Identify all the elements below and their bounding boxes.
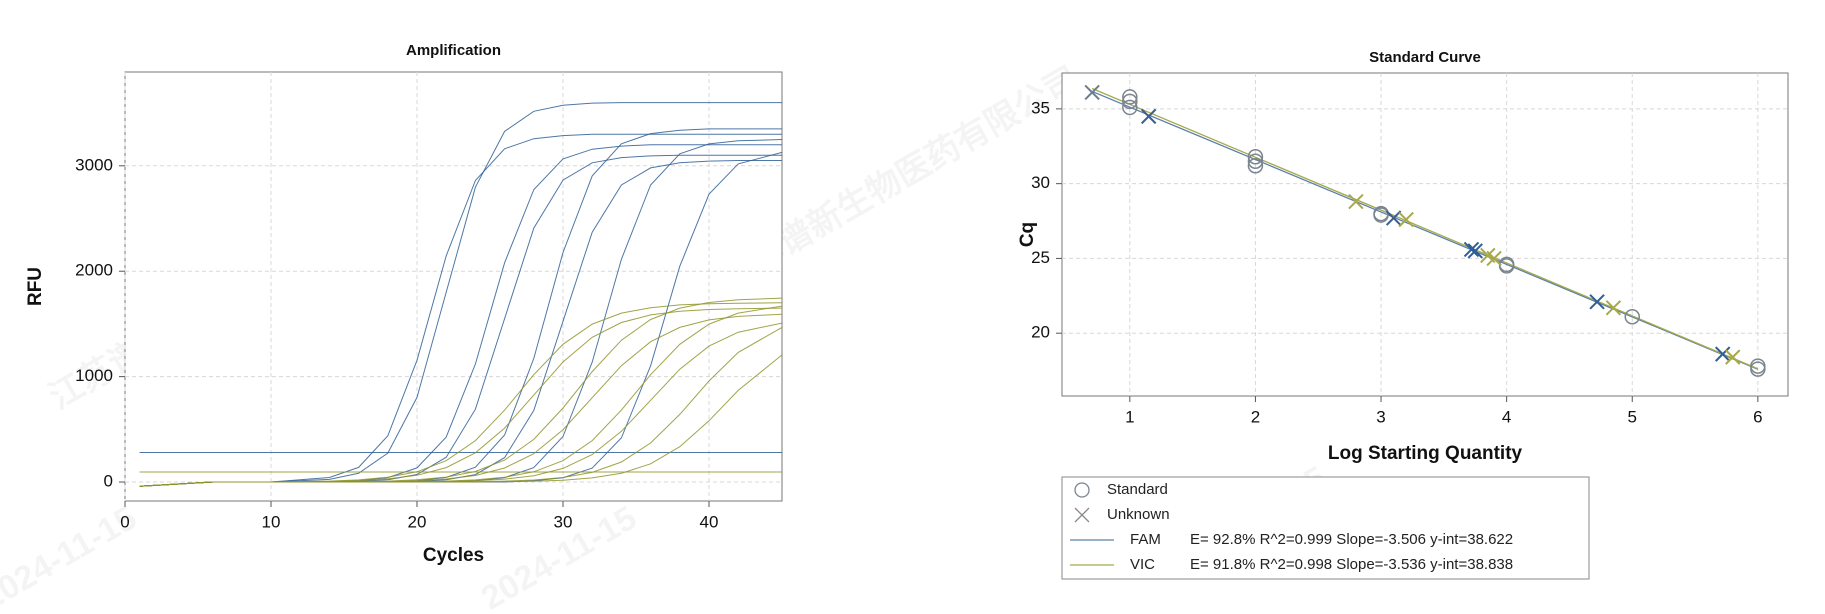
plot-frame [124,71,783,502]
x-tick-label: 4 [1502,407,1511,426]
legend-label: Unknown [1107,506,1170,523]
x-axis-title: Cycles [423,545,484,566]
y-tick-label: 1000 [75,366,113,385]
unknown-point [1725,349,1741,365]
legend-box [1061,476,1590,580]
standard-point [1750,361,1766,377]
y-tick-label: 0 [104,472,113,491]
standard-point [1498,258,1515,274]
standard-point [1624,308,1640,325]
legend-icon [1074,507,1090,523]
x-tick-label: 40 [700,512,719,531]
unknown-point [1714,346,1731,362]
y-tick-label: 30 [1031,173,1050,192]
unknown-point [1467,243,1483,259]
x-tick-label: 20 [408,512,427,531]
standard-point [1247,153,1264,169]
y-axis-title: RFU [25,267,46,306]
x-tick-label: 30 [554,512,573,531]
unknown-point [1385,210,1402,226]
plot-area [139,102,782,487]
y-tick-label: 2000 [75,261,113,280]
standard-point [1373,207,1389,223]
standard-point [1247,148,1264,165]
x-tick-label: 10 [262,512,281,531]
unknown-point [1463,241,1480,258]
amplification-curve [139,307,782,487]
y-axis-title: Cq [1017,222,1038,247]
unknown-point [1348,193,1364,210]
standard-point [1247,157,1264,174]
x-tick-label: 2 [1251,407,1260,426]
x-tick-label: 0 [120,512,129,531]
amplification-curve [139,102,782,487]
legend-label: Standard [1107,481,1168,498]
legend-fit-stats: E= 92.8% R^2=0.999 Slope=-3.506 y-int=38… [1190,531,1513,548]
y-tick-label: 35 [1031,98,1050,117]
amplification-curve [139,354,782,487]
fit-line [1091,87,1759,370]
x-axis-title: Log Starting Quantity [1328,443,1523,464]
standard-point [1122,89,1138,105]
unknown-point [1480,247,1496,264]
legend-label: FAM [1130,531,1161,548]
amplification-curve [139,133,782,487]
chart-title: Standard Curve [1369,49,1481,66]
y-tick-label: 25 [1031,248,1050,267]
x-tick-label: 6 [1753,407,1762,426]
unknown-point [1398,211,1414,228]
unknown-point [1140,108,1157,125]
y-tick-label: 20 [1031,323,1050,342]
x-tick-label: 3 [1376,407,1385,426]
standard-point [1122,93,1138,110]
plot-area [1084,84,1766,377]
unknown-point [1589,294,1605,310]
x-tick-label: 5 [1628,407,1637,426]
legend-fit-stats: E= 91.8% R^2=0.998 Slope=-3.536 y-int=38… [1190,556,1513,573]
fit-line [1091,90,1759,370]
y-tick-label: 3000 [75,155,113,174]
unknown-point [1605,300,1622,316]
standard-point [1122,99,1138,116]
legend-label: VIC [1130,556,1155,573]
x-tick-label: 1 [1125,407,1134,426]
unknown-point [1084,84,1100,101]
chart-title: Amplification [406,42,501,59]
legend-icon [1074,482,1090,498]
